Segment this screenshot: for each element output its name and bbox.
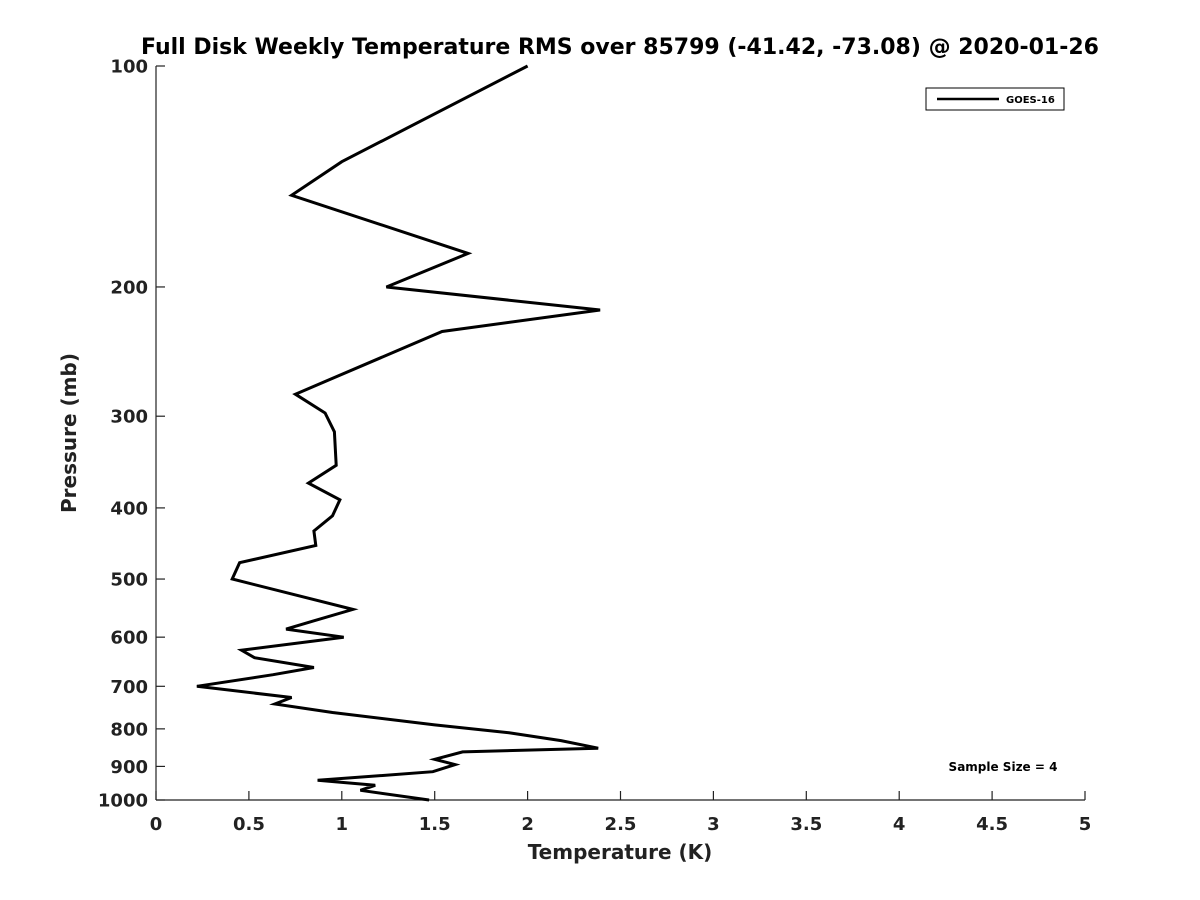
y-tick-label: 200: [110, 277, 148, 298]
x-tick-label: 2: [521, 814, 534, 835]
x-tick-label: 0: [150, 814, 163, 835]
y-tick-label: 800: [110, 719, 148, 740]
y-tick-label: 100: [110, 57, 148, 78]
x-tick-label: 4: [893, 814, 906, 835]
x-tick-label: 5: [1079, 814, 1092, 835]
x-tick-label: 3: [707, 814, 720, 835]
y-tick-label: 600: [110, 628, 148, 649]
series-group: [196, 64, 601, 802]
x-axis-label: Temperature (K): [528, 840, 713, 864]
x-ticks: 0 0.5 1 1.5 2 2.5 3 3.5 4 4.5 5: [150, 791, 1092, 835]
y-axis-label: Pressure (mb): [57, 353, 81, 513]
x-tick-label: 1.5: [419, 814, 451, 835]
legend-entry-goes-16: GOES-16: [1006, 95, 1055, 106]
y-tick-label: 400: [110, 498, 148, 519]
x-tick-label: 1: [336, 814, 349, 835]
chart-title: Full Disk Weekly Temperature RMS over 85…: [141, 35, 1099, 60]
y-tick-label: 1000: [98, 791, 148, 812]
x-tick-label: 0.5: [233, 814, 265, 835]
sample-size-annotation: Sample Size = 4: [949, 760, 1058, 774]
x-tick-label: 2.5: [605, 814, 637, 835]
y-ticks: 100 200 300 400 500 600 700 800 900 1000: [98, 57, 165, 812]
x-tick-label: 4.5: [976, 814, 1008, 835]
y-tick-label: 900: [110, 757, 148, 778]
y-tick-label: 300: [110, 407, 148, 428]
x-tick-label: 3.5: [790, 814, 822, 835]
series-line-goes-16: [196, 64, 601, 802]
y-tick-label: 700: [110, 677, 148, 698]
legend: GOES-16: [925, 87, 1065, 111]
y-tick-label: 500: [110, 570, 148, 591]
